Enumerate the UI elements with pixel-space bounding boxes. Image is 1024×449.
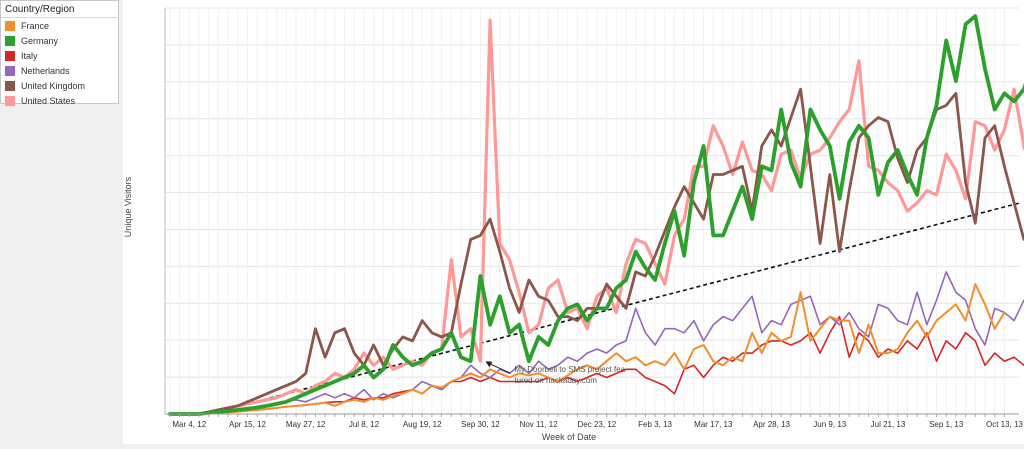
legend-item[interactable]: Netherlands bbox=[1, 63, 118, 78]
legend-swatch bbox=[5, 50, 15, 61]
legend-item[interactable]: United Kingdom bbox=[1, 78, 118, 93]
chart-area: Mar 4, 12 Apr 15, 12 May 27, 12 Jul 8, 12 Au… bbox=[123, 0, 1024, 444]
legend-swatch bbox=[5, 20, 15, 31]
x-tick-label: Sep 30, 12 bbox=[461, 420, 500, 429]
x-tick-label: Apr 15, 12 bbox=[229, 420, 266, 429]
legend-item[interactable]: United States bbox=[1, 93, 118, 108]
annotation-arrowhead bbox=[485, 361, 493, 368]
x-tick-label: Feb 3, 13 bbox=[638, 420, 672, 429]
series-line-united-kingdom[interactable] bbox=[168, 87, 1024, 416]
x-tick-label: Sep 1, 13 bbox=[929, 420, 964, 429]
x-tick-label: Dec 23, 12 bbox=[578, 420, 617, 429]
legend-swatch bbox=[5, 65, 15, 76]
grid-layer bbox=[165, 7, 1019, 415]
x-tick-label: Mar 17, 13 bbox=[694, 420, 733, 429]
x-tick-label: Mar 4, 12 bbox=[172, 420, 206, 429]
legend-title: Country/Region bbox=[1, 1, 118, 18]
x-tick-label: Apr 28, 13 bbox=[753, 420, 790, 429]
annotation-text: My Doorbell to SMS project fea- bbox=[514, 365, 628, 374]
y-axis-label: Unique Visitors bbox=[123, 176, 133, 237]
series-layer bbox=[168, 14, 1024, 416]
legend-label: Netherlands bbox=[21, 65, 70, 76]
x-tick-label: Jul 8, 12 bbox=[349, 420, 380, 429]
annotation-text: tured on hackaday.com bbox=[514, 376, 597, 385]
legend-label: Italy bbox=[21, 50, 38, 61]
x-tick-label: Oct 13, 13 bbox=[986, 420, 1023, 429]
axis-layer: Mar 4, 12 Apr 15, 12 May 27, 12 Jul 8, 12 Au… bbox=[164, 8, 1023, 429]
line-chart: Mar 4, 12 Apr 15, 12 May 27, 12 Jul 8, 12 Au… bbox=[123, 7, 1024, 442]
x-tick-label: Jul 21, 13 bbox=[871, 420, 906, 429]
legend-label: Germany bbox=[21, 35, 59, 46]
annotation-arrow bbox=[488, 362, 511, 374]
annotation-layer: My Doorbell to SMS project fea-tured on … bbox=[485, 361, 628, 385]
legend-swatch bbox=[5, 80, 15, 91]
x-tick-label: Nov 11, 12 bbox=[520, 420, 559, 429]
series-line-france[interactable] bbox=[168, 283, 1006, 415]
x-axis-label: Week of Date bbox=[542, 432, 596, 442]
series-line-united-states[interactable] bbox=[168, 18, 1024, 416]
series-line-netherlands[interactable] bbox=[169, 271, 1024, 415]
legend-swatch bbox=[5, 35, 15, 46]
legend-swatch bbox=[5, 95, 15, 106]
legend-label: United Kingdom bbox=[21, 80, 86, 91]
legend-item[interactable]: Germany bbox=[1, 33, 118, 48]
series-line-germany[interactable] bbox=[168, 14, 1024, 416]
legend-label: United States bbox=[21, 95, 76, 106]
x-tick-label: Jun 9, 13 bbox=[813, 420, 846, 429]
legend-items: France Germany Italy Netherlands United King… bbox=[1, 18, 118, 108]
legend-item[interactable]: Italy bbox=[1, 48, 118, 63]
legend: Country/Region France Germany Italy Netherl… bbox=[0, 0, 119, 106]
x-tick-label: May 27, 12 bbox=[286, 420, 326, 429]
legend-item[interactable]: France bbox=[1, 18, 118, 33]
x-tick-label: Aug 19, 12 bbox=[403, 420, 442, 429]
legend-label: France bbox=[21, 20, 50, 31]
